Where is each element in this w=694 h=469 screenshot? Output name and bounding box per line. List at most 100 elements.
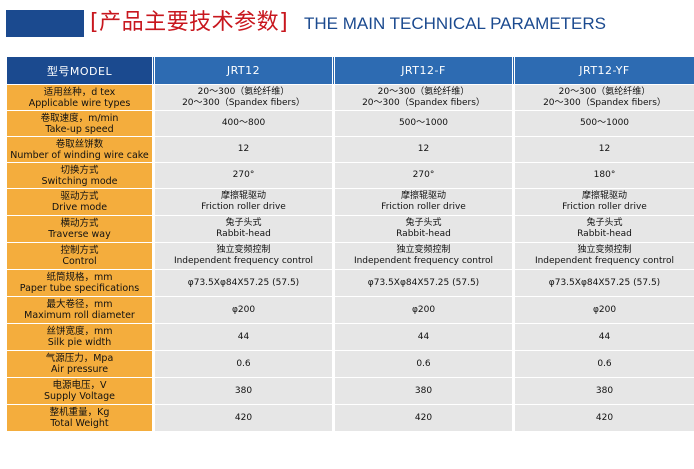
row-label-en: Control (62, 256, 97, 267)
row-label-cn: 电源电压，V (52, 380, 107, 391)
value-line: 420 (414, 412, 433, 423)
table-row: 横动方式 Traverse way 兔子头式 Rabbit-head 兔子头式 Rabbi… (6, 215, 694, 243)
row-label-cn: 卷取速度，m/min (40, 112, 119, 124)
row-label: 气源压力，Mpa Air pressure (6, 350, 153, 378)
row-label-en: Take-up speed (45, 123, 114, 135)
row-label-en: Maximum roll diameter (24, 310, 135, 321)
table-row: 卷取丝饼数 Number of winding wire cake 12 12 12 (6, 136, 694, 163)
value-line: Independent frequency control (534, 256, 675, 266)
row-label-en: Air pressure (50, 364, 109, 375)
row-label-cn: 最大卷径，mm (46, 299, 113, 310)
page-header: [产品主要技术参数] THE MAIN TECHNICAL PARAMETERS (0, 0, 694, 52)
row-label-cn: 驱动方式 (60, 191, 99, 202)
value-cell: 270° (154, 162, 333, 189)
title-chinese: [产品主要技术参数] (90, 10, 289, 35)
value-line: φ73.5Xφ84X57.25 (57.5) (548, 277, 661, 288)
value-line: 0.6 (236, 358, 251, 369)
value-cell: 独立变频控制 Independent frequency control (514, 242, 694, 270)
value-line: 0.6 (416, 358, 431, 369)
value-line: 20～300（氨纶纤维） (558, 86, 651, 97)
table-row: 最大卷径，mm Maximum roll diameter φ200 φ200 φ200 (6, 296, 694, 324)
value-line: φ73.5Xφ84X57.25 (57.5) (187, 277, 300, 288)
value-line: 500～1000 (579, 118, 630, 128)
value-cell: 420 (154, 404, 333, 432)
row-label: 横动方式 Traverse way (6, 215, 153, 243)
value-cell: φ200 (334, 296, 513, 324)
row-label-en: Silk pie width (47, 337, 112, 348)
value-cell: 400～800 (154, 110, 333, 137)
model-column-header: 型号MODEL (6, 56, 153, 85)
value-line: 400～800 (221, 118, 266, 128)
table-row: 丝饼宽度，mm Silk pie width 44 44 44 (6, 323, 694, 351)
value-line: 摩擦辊驱动 (220, 191, 266, 201)
model-header-jrt12-yf: JRT12-YF (514, 56, 694, 85)
value-cell: 兔子头式 Rabbit-head (334, 215, 513, 243)
row-label-cn: 切换方式 (60, 164, 99, 176)
value-cell: 12 (334, 136, 513, 163)
value-line: 420 (234, 412, 253, 423)
value-cell: 12 (154, 136, 333, 163)
value-line: φ200 (411, 304, 436, 315)
row-label-en: Paper tube specifications (19, 283, 140, 294)
value-cell: φ73.5Xφ84X57.25 (57.5) (334, 269, 513, 297)
value-cell: 44 (334, 323, 513, 351)
row-label: 卷取丝饼数 Number of winding wire cake (6, 136, 153, 163)
row-label-en: Number of winding wire cake (10, 149, 149, 161)
model-header-jrt12-f: JRT12-F (334, 56, 513, 85)
value-line: 独立变频控制 (216, 245, 271, 255)
value-cell: 500～1000 (514, 110, 694, 137)
row-label-en: Applicable wire types (28, 97, 131, 109)
value-cell: 44 (514, 323, 694, 351)
row-label: 驱动方式 Drive mode (6, 188, 153, 216)
row-label-cn: 横动方式 (60, 218, 99, 229)
value-line: φ200 (592, 304, 617, 315)
value-line: 12 (598, 144, 611, 154)
value-line: Friction roller drive (562, 202, 647, 212)
model-header-jrt12: JRT12 (154, 56, 333, 85)
value-cell: 180° (514, 162, 694, 189)
row-label: 丝饼宽度，mm Silk pie width (6, 323, 153, 351)
value-line: 380 (595, 385, 614, 396)
value-cell: 20～300（氨纶纤维） 20～300（Spandex fibers） (154, 84, 333, 111)
value-line: 500～1000 (398, 118, 449, 128)
value-line: 20～300（氨纶纤维） (377, 86, 470, 97)
value-line: 独立变频控制 (396, 245, 451, 255)
header-accent-bar (6, 10, 84, 37)
value-line: 12 (417, 144, 430, 154)
value-line: 44 (598, 331, 611, 342)
value-line: Rabbit-head (216, 229, 271, 239)
row-label-cn: 卷取丝饼数 (55, 138, 104, 150)
value-line: 380 (414, 385, 433, 396)
value-cell: 500～1000 (334, 110, 513, 137)
value-cell: 0.6 (334, 350, 513, 378)
row-label-cn: 控制方式 (60, 245, 99, 256)
value-cell: 摩擦辊驱动 Friction roller drive (334, 188, 513, 216)
value-line: 0.6 (597, 358, 612, 369)
row-label: 整机重量，Kg Total Weight (6, 404, 153, 432)
value-cell: φ200 (514, 296, 694, 324)
table-row: 整机重量，Kg Total Weight 420 420 420 (6, 404, 694, 432)
value-line: 44 (417, 331, 430, 342)
row-label: 切换方式 Switching mode (6, 162, 153, 189)
value-cell: 20～300（氨纶纤维） 20～300（Spandex fibers） (334, 84, 513, 111)
value-cell: 20～300（氨纶纤维） 20～300（Spandex fibers） (514, 84, 694, 111)
value-cell: 独立变频控制 Independent frequency control (154, 242, 333, 270)
value-cell: 380 (334, 377, 513, 405)
value-cell: 420 (334, 404, 513, 432)
row-label: 电源电压，V Supply Voltage (6, 377, 153, 405)
row-label-en: Drive mode (51, 202, 108, 213)
value-line: 独立变频控制 (577, 245, 632, 255)
value-line: 420 (595, 412, 614, 423)
value-line: Rabbit-head (577, 229, 632, 239)
parameters-table: 型号MODEL JRT12 JRT12-F JRT12-YF 适用丝种，d te… (6, 56, 694, 432)
value-line: 270° (232, 170, 255, 180)
value-line: Independent frequency control (173, 256, 314, 266)
value-line: 20～300（Spandex fibers） (182, 97, 305, 108)
row-label-cn: 丝饼宽度，mm (46, 326, 113, 337)
table-row: 气源压力，Mpa Air pressure 0.6 0.6 0.6 (6, 350, 694, 378)
value-cell: 44 (154, 323, 333, 351)
value-line: 兔子头式 (586, 218, 623, 228)
value-line: Independent frequency control (353, 256, 494, 266)
value-cell: 270° (334, 162, 513, 189)
value-line: 20～300（Spandex fibers） (362, 97, 485, 108)
